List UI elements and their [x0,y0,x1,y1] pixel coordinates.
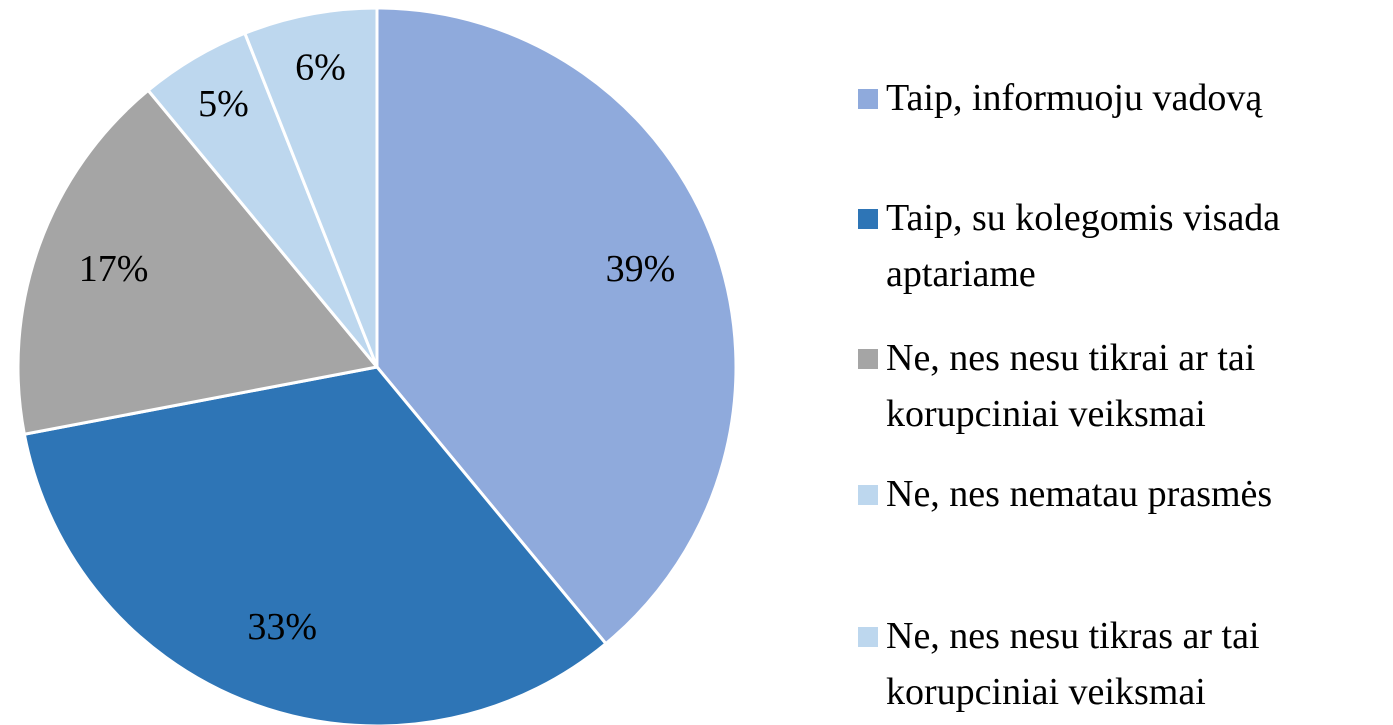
legend-item: Taip, su kolegomis visada aptariame [858,190,1388,302]
legend-label: Ne, nes nesu tikrai ar tai korupciniai v… [886,337,1256,435]
pie-slice [375,6,738,646]
legend-label: Taip, su kolegomis visada aptariame [886,197,1281,295]
legend-swatch [858,485,878,505]
legend-swatch [858,627,878,647]
pie-slice [16,88,380,437]
data-label: 33% [247,606,317,648]
legend-label: Taip, informuoju vadovą [886,77,1263,119]
pie-slice [242,6,379,368]
legend-item: Ne, nes nesu tikrai ar tai korupciniai v… [858,330,1388,442]
legend-swatch [858,209,878,229]
legend-swatch [858,349,878,369]
legend-item: Taip, informuoju vadovą [858,70,1388,126]
data-label: 5% [198,83,249,125]
data-label: 6% [295,47,346,89]
legend-label: Ne, nes nematau prasmės [886,473,1273,515]
data-label: 17% [79,248,149,290]
pie-slice [22,365,608,725]
legend-label: Ne, nes nesu tikras ar tai korupciniai v… [886,615,1260,713]
data-label: 39% [606,248,676,290]
legend-item: Ne, nes nematau prasmės [858,466,1388,522]
chart: 39% 33% 17% 5% 6% [16,6,738,725]
legend-swatch [858,89,878,109]
legend-item: Ne, nes nesu tikras ar tai korupciniai v… [858,608,1388,720]
